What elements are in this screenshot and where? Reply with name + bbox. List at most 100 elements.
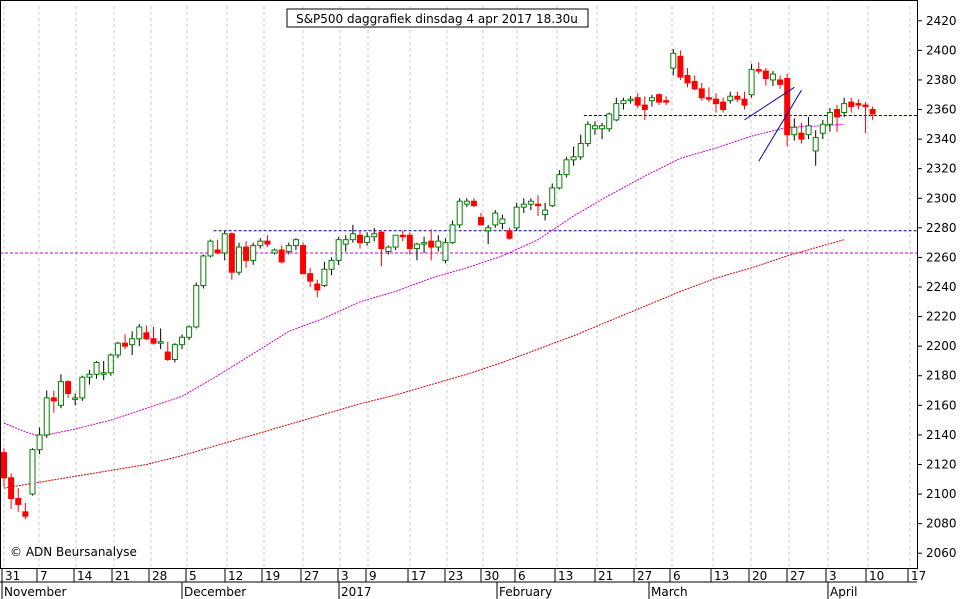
candle-109 [777,75,784,89]
candle-85 [606,112,613,132]
candle-92 [656,93,663,106]
candle-55 [392,234,399,251]
candle-body [613,103,620,121]
candle-84 [599,122,606,140]
candle-body [371,233,378,238]
candle-body [72,397,79,400]
candle-body [549,187,556,207]
candle-body [171,344,178,360]
candle-106 [755,62,762,75]
candle-body [599,125,606,130]
candle-body [300,245,307,275]
candle-68 [485,224,492,245]
x-tick-label-8: 27 [304,569,319,583]
candle-112 [798,122,805,144]
candle-body [848,101,855,108]
candle-86 [613,97,620,122]
candle-body [57,381,64,406]
candle-69 [492,210,499,228]
candle-body [791,126,798,136]
candle-47 [335,236,342,265]
candle-body [36,434,43,451]
candle-13 [93,360,100,379]
candle-body [506,230,513,239]
candle-body [235,246,242,273]
candle-74 [527,198,534,211]
candle-body [627,98,634,102]
candle-body [114,342,121,356]
candle-body [364,236,371,244]
candle-103 [734,91,741,103]
candle-116 [826,108,833,132]
candle-body [207,240,214,257]
candle-body [485,227,492,232]
candle-body [22,511,29,517]
x-tick-label-3: 21 [115,569,130,583]
x-tick-label-4: 28 [152,569,167,583]
x-tick-label-0: 31 [5,569,20,583]
candle-body [65,381,72,394]
chart-title-box: S&P500 daggrafiek dinsdag 4 apr 2017 18.… [286,8,589,28]
candle-body [819,123,826,134]
ma-short-line [3,123,845,437]
candle-3 [22,502,29,520]
candle-body [428,240,435,248]
candle-body [314,283,321,291]
chart-title: S&P500 daggrafiek dinsdag 4 apr 2017 18.… [296,12,578,26]
candle-body [228,233,235,273]
candle-108 [769,71,776,86]
candle-body [478,216,485,226]
candle-105 [748,63,755,98]
y-tick-label-2100: 2100 [926,487,957,501]
y-tick-label-2120: 2120 [926,457,957,471]
candle-16 [114,341,121,358]
candle-body [456,200,463,226]
x-tick-label-13: 30 [484,569,499,583]
candle-body [577,143,584,158]
candle-72 [513,202,520,231]
candle-77 [549,183,556,208]
candle-body [691,80,698,90]
candle-body [1,452,7,479]
candle-body [513,206,520,229]
candle-body [143,332,150,340]
candle-body [656,94,663,103]
candle-0 [1,448,7,487]
candle-body [535,203,541,207]
candle-101 [720,97,727,113]
x-tick-label-10: 9 [369,569,377,583]
candle-40 [285,242,292,255]
candle-2 [15,488,22,512]
candle-118 [841,97,848,117]
candle-73 [520,198,527,214]
candle-body [93,361,100,375]
candle-87 [620,97,627,110]
y-tick-label-2160: 2160 [926,398,957,412]
y-tick-label-2280: 2280 [926,221,957,235]
candle-body [271,249,278,254]
wedge-line-0 [744,86,795,121]
candle-body [157,341,164,344]
month-label-2: 2017 [341,585,372,599]
candle-81 [577,134,584,160]
candle-body [563,159,570,176]
candle-46 [328,257,335,276]
candle-102 [727,91,734,104]
candle-70 [499,214,506,230]
candle-body [79,376,86,399]
candle-121 [862,102,869,134]
candle-110 [784,74,791,147]
ma-long-line [3,239,845,489]
candle-91 [648,94,655,107]
x-tick-label-19: 13 [714,569,729,583]
candle-100 [713,93,719,113]
candle-body [748,69,755,96]
x-tick-label-23: 10 [869,569,884,583]
x-tick-label-15: 13 [558,569,573,583]
candle-48 [342,235,349,252]
candle-body [520,203,527,208]
x-tick-label-7: 19 [265,569,280,583]
candle-10 [72,393,79,406]
candle-body [705,97,712,100]
candle-body [50,397,57,402]
